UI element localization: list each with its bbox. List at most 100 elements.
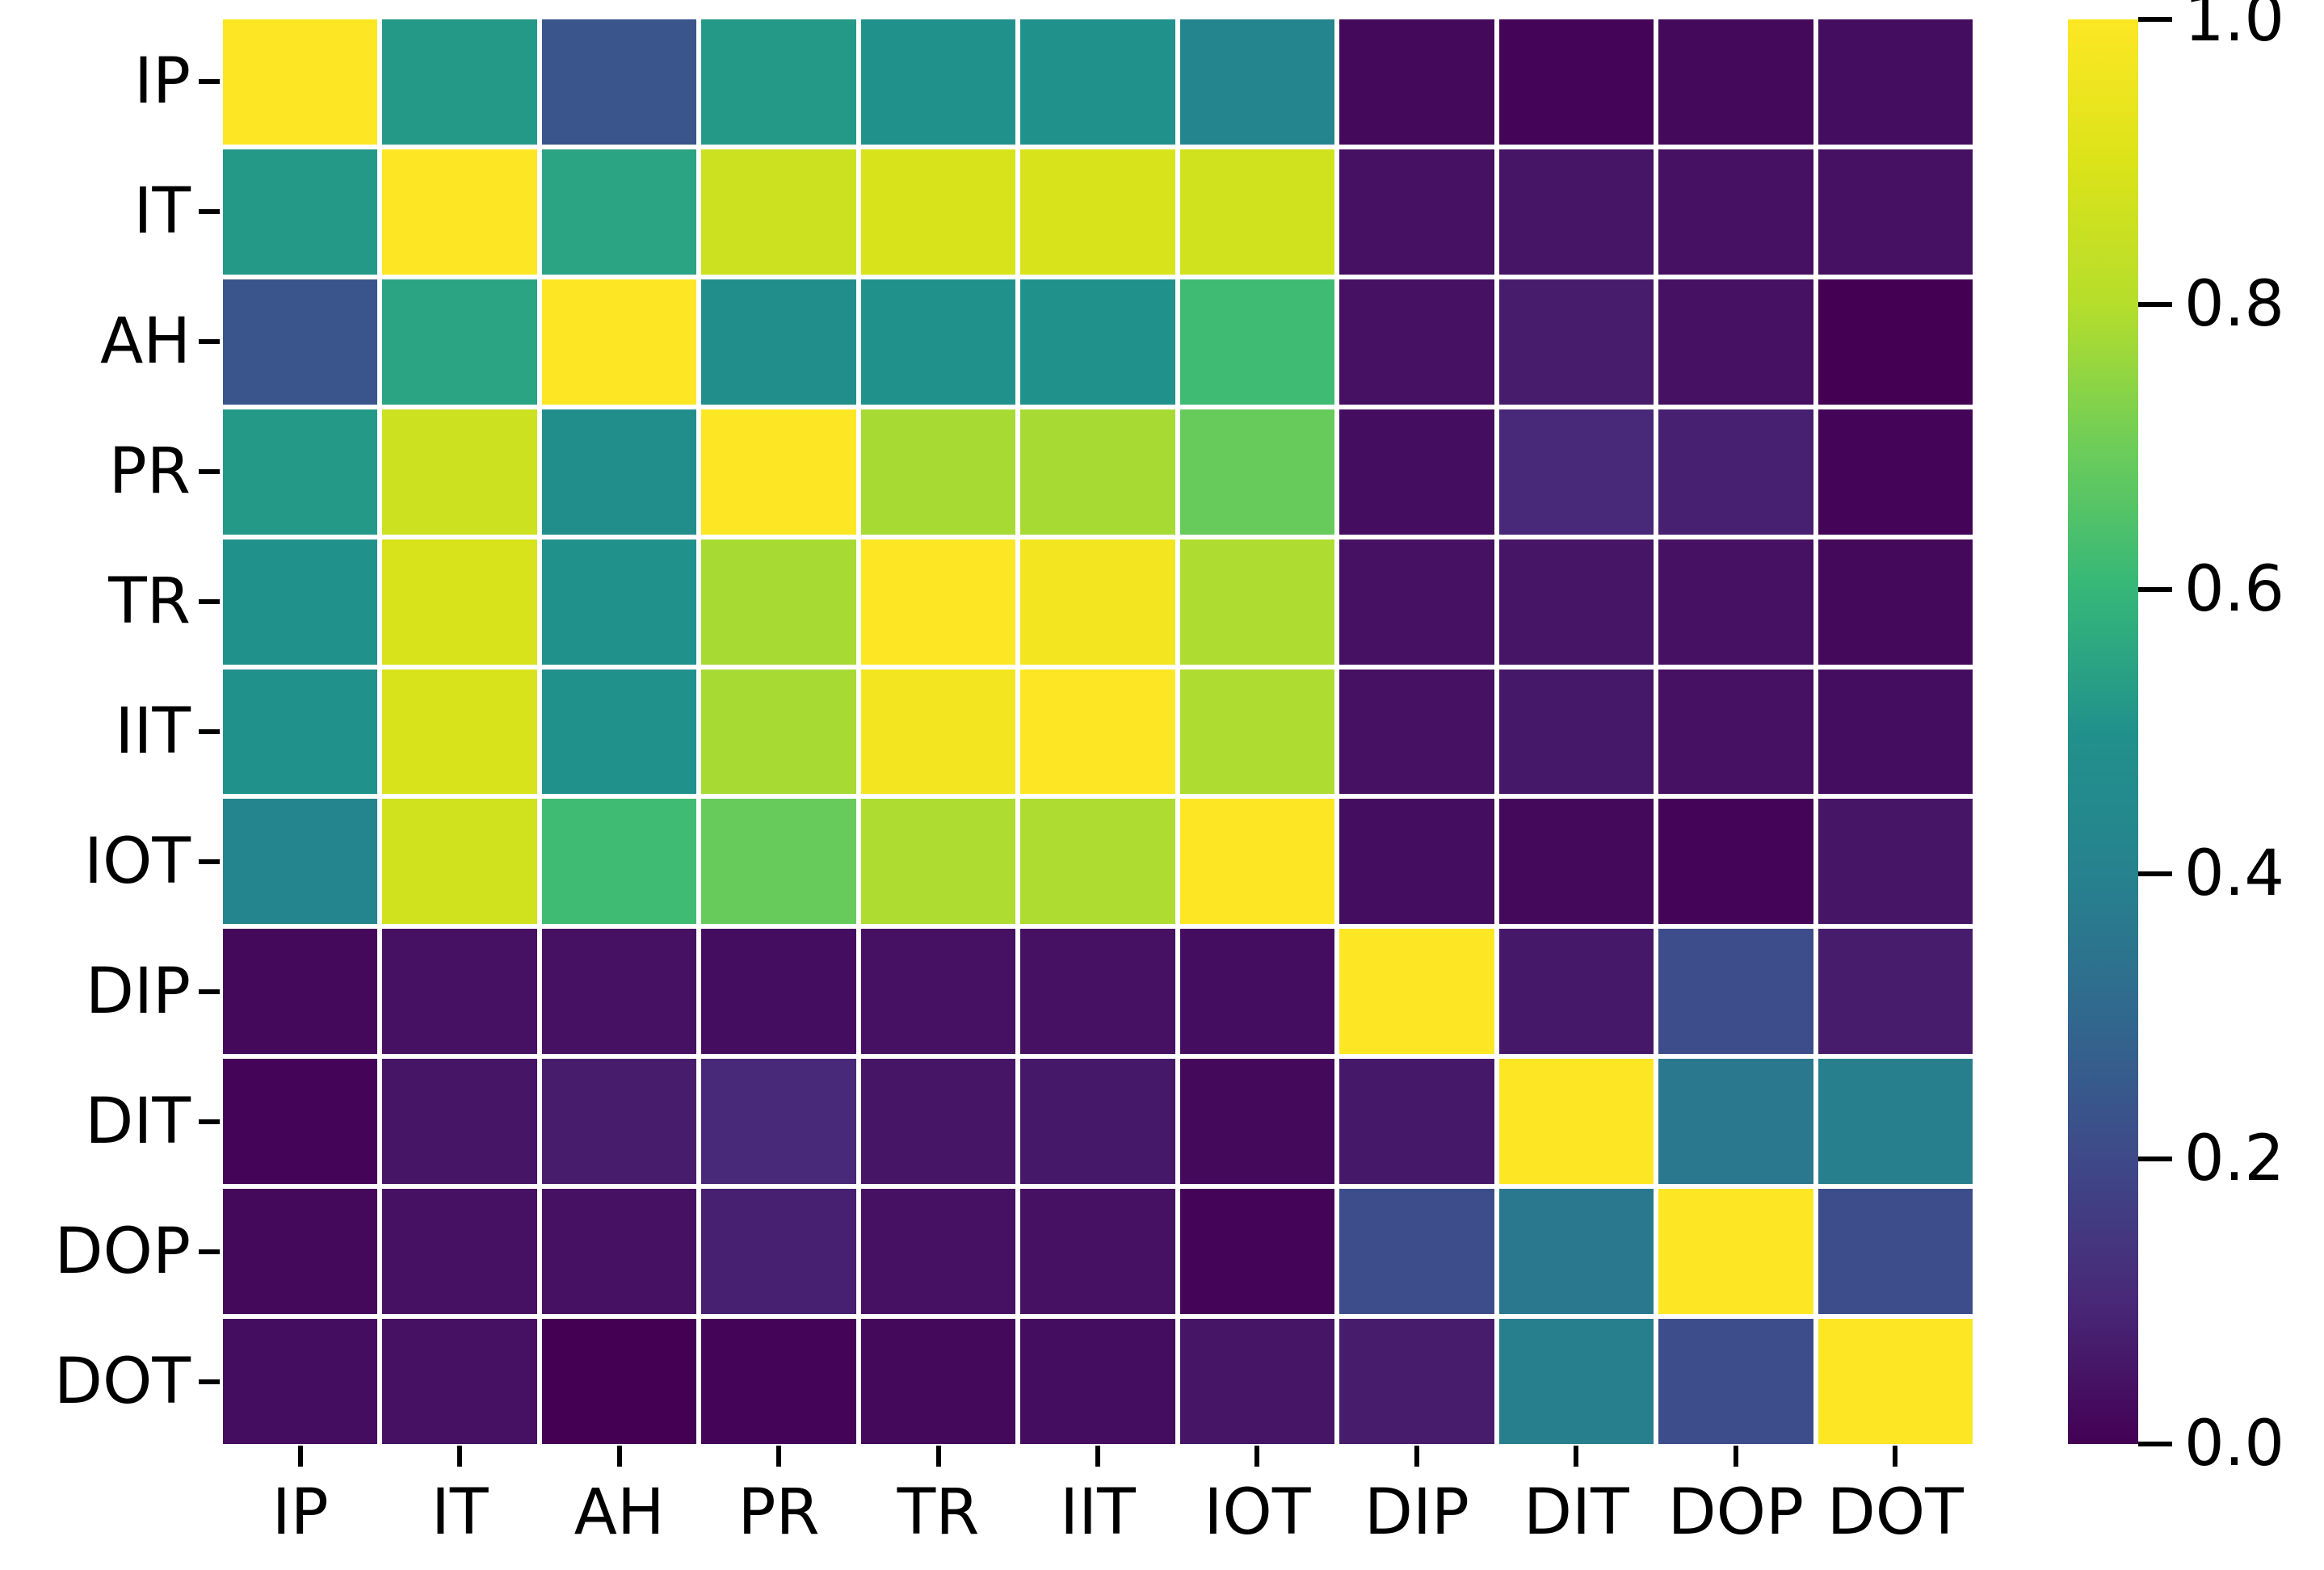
heatmap-cell-AH-DIP [1339,279,1494,405]
heatmap-cell-PR-AH [541,409,697,535]
heatmap-cell-PR-IIT [1020,409,1175,535]
heatmap-cell-TR-DIT [1498,539,1654,665]
heatmap-cell-AH-AH [541,279,697,405]
heatmap-cell-IP-IT [382,19,537,145]
heatmap-cell-DOP-AH [541,1189,697,1315]
heatmap-cell-IP-DIP [1339,19,1494,145]
heatmap-cell-DIP-IP [223,929,378,1055]
heatmap-cell-DOT-IP [223,1319,378,1444]
x-tick-label-PR: PR [738,1476,820,1549]
heatmap-cell-IOT-IIT [1020,799,1175,925]
heatmap-cell-IOT-DIP [1339,799,1494,925]
y-tick-label-IT: IT [133,175,191,249]
heatmap-cell-DOT-DIP [1339,1319,1494,1444]
y-tick-DIP [199,989,220,994]
x-tick-label-AH: AH [574,1476,665,1549]
heatmap-cell-IIT-DOP [1658,669,1813,795]
heatmap-cell-IOT-IOT [1179,799,1335,925]
heatmap-cell-IP-IOT [1179,19,1335,145]
x-tick-label-DIT: DIT [1523,1476,1629,1549]
heatmap-cell-IT-DIP [1339,149,1494,275]
y-tick-label-TR: TR [108,565,191,639]
heatmap-cell-DIP-AH [541,929,697,1055]
heatmap-cell-AH-DIT [1498,279,1654,405]
heatmap-cell-DOP-DIT [1498,1189,1654,1315]
heatmap-cell-IP-DIT [1498,19,1654,145]
heatmap-cell-DOP-DOT [1818,1189,1973,1315]
heatmap-cell-AH-IT [382,279,537,405]
heatmap-cell-AH-IOT [1179,279,1335,405]
heatmap-cell-DOT-IIT [1020,1319,1175,1444]
x-tick-IP [297,1446,303,1467]
x-tick-label-IP: IP [271,1476,329,1549]
y-tick-DOP [199,1249,220,1254]
colorbar-tick-label-0.4: 0.4 [2184,837,2285,911]
x-tick-DOT [1893,1446,1898,1467]
heatmap-cell-PR-DOT [1818,409,1973,535]
heatmap-cell-IOT-IT [382,799,537,925]
heatmap-cell-TR-DOP [1658,539,1813,665]
x-tick-label-IOT: IOT [1204,1476,1311,1549]
heatmap-cell-DOP-IP [223,1189,378,1315]
colorbar-tick-0.0 [2138,1442,2172,1446]
heatmap-cell-IT-IOT [1179,149,1335,275]
y-tick-label-PR: PR [108,435,191,509]
heatmap-cell-IP-AH [541,19,697,145]
y-tick-label-DIT: DIT [85,1085,191,1158]
y-tick-PR [199,469,220,475]
heatmap-cell-IOT-DIT [1498,799,1654,925]
heatmap-cell-TR-IIT [1020,539,1175,665]
heatmap-cell-IIT-TR [860,669,1016,795]
colorbar-tick-0.2 [2138,1157,2172,1162]
heatmap-cell-DIP-DIP [1339,929,1494,1055]
heatmap-cell-IT-IT [382,149,537,275]
heatmap-cell-IOT-TR [860,799,1016,925]
heatmap-cell-DIP-DOT [1818,929,1973,1055]
heatmap-cell-IIT-DOT [1818,669,1973,795]
heatmap-cell-IOT-AH [541,799,697,925]
heatmap-cell-DIT-TR [860,1059,1016,1185]
heatmap-cell-AH-DOT [1818,279,1973,405]
colorbar-tick-0.6 [2138,586,2172,592]
heatmap-cell-PR-DIT [1498,409,1654,535]
heatmap-cell-PR-DOP [1658,409,1813,535]
heatmap-cell-DIT-DIP [1339,1059,1494,1185]
heatmap-cell-DIT-AH [541,1059,697,1185]
heatmap-cell-DOP-DIP [1339,1189,1494,1315]
heatmap-cell-DIT-IT [382,1059,537,1185]
heatmap-cell-DOP-PR [701,1189,856,1315]
x-tick-IT [457,1446,463,1467]
x-tick-DOP [1733,1446,1738,1467]
heatmap-cell-DOT-IOT [1179,1319,1335,1444]
heatmap-cell-DIT-IIT [1020,1059,1175,1185]
heatmap-cell-DOT-DOT [1818,1319,1973,1444]
x-tick-IOT [1254,1446,1260,1467]
heatmap-cell-PR-PR [701,409,856,535]
heatmap-cell-IT-IIT [1020,149,1175,275]
heatmap-cell-IT-DIT [1498,149,1654,275]
heatmap-cell-AH-IP [223,279,378,405]
heatmap-cell-TR-TR [860,539,1016,665]
colorbar-tick-label-0.2: 0.2 [2184,1123,2285,1196]
y-tick-IOT [199,858,220,864]
heatmap-cell-IP-IP [223,19,378,145]
y-tick-label-DOT: DOT [53,1345,191,1418]
heatmap-cell-TR-AH [541,539,697,665]
heatmap-cell-DIP-DOP [1658,929,1813,1055]
heatmap-cell-IIT-PR [701,669,856,795]
heatmap-cell-IT-DOP [1658,149,1813,275]
heatmap-cell-DOP-TR [860,1189,1016,1315]
y-tick-IIT [199,729,220,734]
heatmap-cell-DOT-TR [860,1319,1016,1444]
heatmap-cell-IIT-DIP [1339,669,1494,795]
heatmap-cell-IP-TR [860,19,1016,145]
heatmap-cell-DIT-IP [223,1059,378,1185]
heatmap-cell-DOT-PR [701,1319,856,1444]
y-tick-label-DIP: DIP [85,955,191,1028]
heatmap-cell-PR-IT [382,409,537,535]
heatmap-cell-DIP-IT [382,929,537,1055]
heatmap-cell-AH-PR [701,279,856,405]
x-tick-IIT [1095,1446,1100,1467]
x-tick-label-DOT: DOT [1826,1476,1964,1549]
heatmap-cell-IIT-DIT [1498,669,1654,795]
